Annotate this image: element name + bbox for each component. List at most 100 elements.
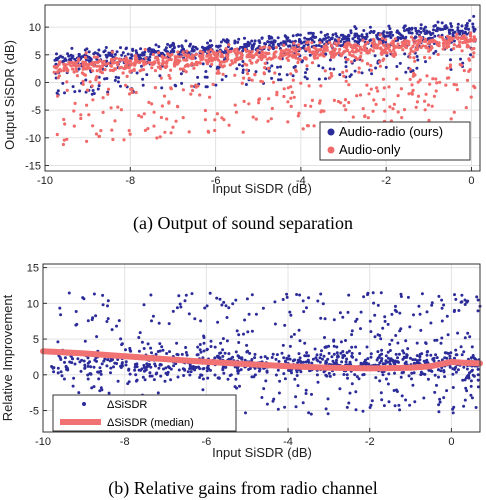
audio-radio-point — [145, 73, 149, 77]
delta-sisdr-point — [301, 360, 305, 364]
delta-sisdr-point — [324, 373, 328, 377]
audio-radio-point — [179, 72, 183, 76]
audio-only-point — [292, 41, 296, 45]
audio-only-point — [93, 60, 97, 64]
audio-only-point — [472, 84, 476, 88]
delta-sisdr-point — [307, 411, 311, 415]
delta-sisdr-point — [166, 371, 170, 375]
delta-sisdr-point — [278, 379, 282, 383]
audio-only-point — [464, 36, 468, 40]
delta-sisdr-point — [213, 345, 217, 349]
delta-sisdr-point — [209, 339, 213, 343]
audio-only-point — [392, 46, 396, 51]
delta-sisdr-point — [248, 367, 252, 370]
audio-radio-point — [103, 49, 107, 53]
audio-radio-point — [279, 78, 283, 82]
audio-radio-point — [388, 27, 392, 31]
audio-only-point — [227, 123, 231, 127]
audio-only-point — [168, 76, 172, 80]
delta-sisdr-point — [253, 352, 257, 356]
audio-only-point — [237, 57, 241, 61]
delta-sisdr-point — [474, 357, 477, 361]
audio-radio-point — [441, 27, 445, 31]
audio-only-point — [217, 71, 221, 75]
delta-sisdr-point — [281, 298, 285, 301]
delta-sisdr-point — [157, 321, 161, 325]
audio-radio-point — [365, 32, 369, 36]
audio-radio-point — [360, 34, 364, 38]
delta-sisdr-point — [250, 293, 254, 297]
audio-only-point — [431, 77, 435, 81]
audio-only-point — [86, 62, 91, 67]
delta-sisdr-point — [429, 321, 433, 325]
audio-only-point — [379, 47, 383, 51]
delta-sisdr-point — [124, 348, 127, 352]
audio-only-point — [467, 69, 471, 73]
delta-sisdr-point — [335, 351, 339, 355]
audio-radio-point — [105, 59, 109, 63]
audio-only-point — [173, 64, 177, 68]
delta-sisdr-point — [124, 363, 128, 367]
audio-only-point — [411, 88, 415, 92]
audio-radio-point — [440, 33, 444, 37]
panel-a-x-tick-label: -6 — [211, 175, 221, 187]
delta-sisdr-point — [160, 345, 164, 349]
audio-only-point — [337, 51, 341, 55]
audio-radio-point — [220, 78, 224, 82]
delta-sisdr-point — [442, 303, 446, 307]
delta-sisdr-point — [399, 327, 403, 331]
audio-only-point — [319, 110, 323, 114]
audio-only-point — [346, 57, 350, 62]
audio-only-point — [413, 59, 417, 63]
audio-only-point — [174, 119, 178, 123]
audio-radio-point — [114, 75, 118, 79]
audio-radio-point — [419, 30, 423, 34]
delta-sisdr-point — [219, 351, 223, 355]
audio-only-point — [55, 70, 60, 74]
delta-sisdr-point — [342, 353, 346, 357]
audio-radio-point — [423, 32, 427, 35]
delta-sisdr-point — [137, 349, 141, 353]
delta-sisdr-point — [448, 365, 452, 369]
delta-sisdr-point — [246, 330, 250, 334]
audio-only-point — [296, 114, 300, 118]
audio-only-point — [294, 56, 298, 60]
audio-only-point — [467, 45, 471, 49]
audio-only-point — [434, 89, 438, 93]
delta-sisdr-point — [165, 352, 169, 355]
audio-radio-point — [317, 44, 321, 47]
audio-radio-point — [385, 54, 389, 58]
audio-only-point — [341, 70, 345, 74]
audio-only-point — [192, 66, 196, 70]
panel-b-x-tick-label: -8 — [120, 436, 130, 448]
audio-radio-point — [241, 49, 245, 53]
audio-only-point — [382, 86, 386, 90]
audio-only-point — [167, 53, 171, 57]
delta-sisdr-point — [92, 385, 96, 389]
audio-radio-point — [279, 65, 282, 69]
audio-only-point — [187, 130, 191, 134]
delta-sisdr-point — [63, 356, 67, 360]
audio-radio-point — [459, 57, 462, 61]
delta-sisdr-point — [330, 355, 334, 359]
delta-sisdr-point — [215, 296, 219, 300]
audio-only-point — [381, 77, 385, 81]
audio-only-point — [303, 56, 307, 60]
audio-radio-point — [432, 28, 435, 32]
audio-only-point — [415, 100, 419, 104]
audio-only-point — [160, 55, 164, 59]
delta-sisdr-point — [348, 362, 352, 365]
audio-radio-point — [343, 37, 346, 41]
audio-radio-point — [419, 23, 423, 27]
audio-only-point — [266, 119, 270, 123]
audio-only-point — [396, 110, 400, 114]
delta-sisdr-point — [99, 372, 103, 376]
audio-radio-point — [97, 84, 101, 88]
panel-a-y-tick-label: 0 — [35, 77, 41, 89]
audio-radio-point — [303, 36, 307, 40]
audio-only-point — [194, 60, 199, 64]
audio-radio-point — [353, 35, 357, 39]
audio-only-point — [194, 83, 198, 87]
audio-radio-point — [269, 41, 273, 45]
delta-sisdr-point — [324, 407, 328, 411]
